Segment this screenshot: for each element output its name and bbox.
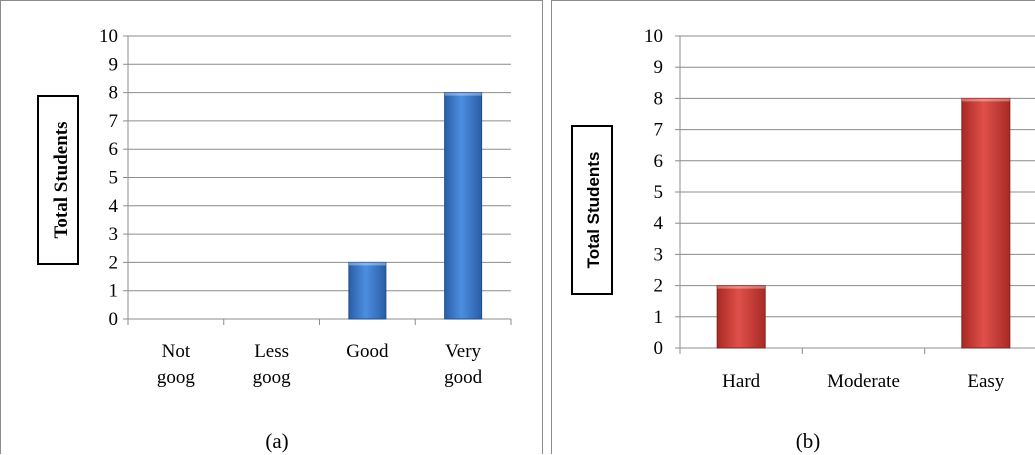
- y-tick-label-b: 2: [654, 276, 664, 297]
- y-tick-label-a: 8: [109, 83, 119, 104]
- y-tick-label-a: 7: [109, 111, 119, 132]
- bar-highlight-a-2: [348, 262, 386, 266]
- bar-b-2: [961, 97, 1011, 349]
- y-tick-label-b: 1: [654, 307, 664, 328]
- y-tick-label-b: 3: [654, 244, 664, 265]
- caption-a: (a): [265, 429, 288, 453]
- y-tick-label-a: 10: [99, 26, 118, 47]
- y-tick-label-b: 7: [654, 120, 664, 141]
- y-tick-label-a: 5: [109, 168, 119, 189]
- y-tick-label-a: 4: [109, 196, 119, 217]
- y-axis-label-a: Total Students: [51, 121, 72, 238]
- y-tick-label-b: 5: [654, 182, 664, 203]
- y-tick-label-a: 3: [109, 224, 119, 245]
- bar-b-0: [716, 285, 766, 349]
- y-tick-label-b: 4: [654, 213, 664, 234]
- chart-panel-a: Total Students (a) 0 1 2 3 4 5 6 7 8 9 10 Not goog Le…: [0, 0, 543, 454]
- bar-a-3: [444, 92, 483, 320]
- x-category-label-a: Good: [346, 341, 389, 362]
- bar-highlight-b-0: [717, 285, 766, 289]
- x-category-label-b: Hard: [722, 371, 760, 392]
- x-category-label-a: Not goog: [157, 341, 196, 388]
- y-tick-label-a: 0: [109, 309, 119, 330]
- y-tick-label-b: 8: [654, 88, 664, 109]
- y-tick-label-a: 1: [109, 281, 119, 302]
- y-axis-label-frame-b: Total Students: [571, 125, 613, 295]
- y-tick-label-a: 2: [109, 252, 119, 273]
- caption-b: (b): [796, 429, 821, 453]
- y-tick-label-b: 10: [644, 26, 663, 47]
- bar-a-2: [348, 261, 387, 320]
- bar-highlight-a-3: [444, 92, 482, 96]
- y-tick-label-a: 6: [109, 139, 119, 160]
- x-category-label-a: Less goog: [253, 341, 292, 388]
- y-tick-label-b: 0: [654, 338, 664, 359]
- x-category-label-b: Moderate: [827, 371, 900, 392]
- y-axis-label-b: Total Students: [584, 152, 603, 269]
- x-category-label-a: Very good: [444, 341, 483, 388]
- chart-a-svg: Total Students (a) 0 1 2 3 4 5 6 7 8 9 10 Not goog Le…: [37, 26, 512, 453]
- y-tick-label-b: 9: [654, 57, 664, 78]
- y-tick-label-b: 6: [654, 151, 664, 172]
- y-tick-label-a: 9: [109, 54, 119, 75]
- bar-highlight-b-2: [961, 98, 1010, 102]
- x-category-label-b: Easy: [967, 371, 1004, 392]
- chart-panel-b: Total Students (b) 0 1 2 3 4 5 6 7 8 9 10 Hard Moder…: [551, 0, 1035, 454]
- y-axis-label-frame-a: Total Students: [37, 95, 79, 265]
- chart-b-svg: Total Students (b) 0 1 2 3 4 5 6 7 8 9 10 Hard Moder…: [571, 26, 1035, 453]
